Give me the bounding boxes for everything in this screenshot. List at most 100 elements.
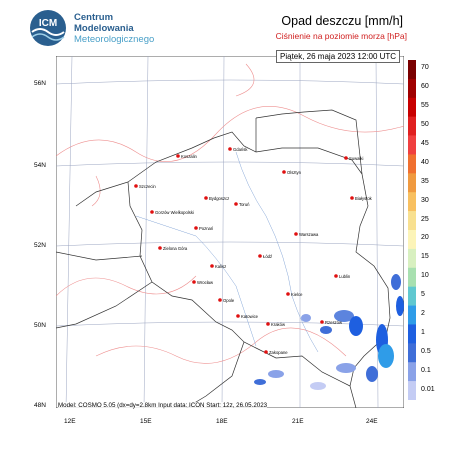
scale-label: 10: [421, 272, 429, 280]
scale-label: 45: [421, 140, 429, 147]
city-marker-torun: [234, 202, 238, 206]
scale-label: 2: [421, 310, 425, 317]
borders: [56, 109, 391, 408]
isobar-3: [95, 327, 347, 364]
lat-lon-grid: [56, 56, 404, 408]
model-info: Model: COSMO 5.05 (dx=dy=2.8km Input dat…: [58, 402, 268, 409]
river-vistula: [235, 151, 319, 353]
city-marker-zakopane: [264, 350, 268, 354]
rain-cell: [268, 370, 284, 378]
city-marker-krakow: [266, 322, 270, 326]
city-marker-warszawa: [294, 232, 298, 236]
scale-label: 60: [421, 83, 429, 91]
scale-label: 35: [421, 177, 429, 185]
city-marker-bialystok: [350, 196, 354, 200]
eastern-border: [349, 173, 391, 387]
scale-swatch: [408, 192, 416, 212]
rain-cell: [378, 344, 394, 368]
rain-cell: [336, 363, 356, 373]
city-label-opole: Opole: [223, 298, 235, 303]
map-title: Opad deszczu [mm/h]: [281, 14, 403, 28]
meridian-15e: [143, 56, 149, 408]
org-name-line2: Modelowania: [74, 23, 134, 34]
city-label-gdansk: Gdańsk: [233, 147, 248, 152]
svg-text:ICM: ICM: [39, 18, 57, 29]
lon-label-15e: 15E: [140, 418, 152, 425]
parallel-56n: [56, 79, 404, 85]
rain-cell: [349, 316, 363, 336]
city-label-bialystok: Białystok: [355, 196, 373, 201]
scale-swatch: [408, 267, 416, 287]
city-marker-gorzow: [150, 210, 154, 214]
scale-label: 40: [421, 158, 429, 166]
scale-label: 25: [421, 215, 429, 223]
city-label-poznan: Poznań: [199, 226, 214, 231]
city-marker-kalisz: [210, 264, 214, 268]
icm-logo: ICM: [30, 10, 66, 46]
kaliningrad-border: [255, 111, 305, 119]
org-name-line3: Meteorologicznego: [74, 34, 155, 45]
isobar-1: [56, 106, 404, 162]
ukraine-south-border: [349, 385, 357, 408]
city-label-szczecin: Szczecin: [139, 184, 156, 189]
city-label-torun: Toruń: [239, 202, 250, 207]
scale-label: 15: [421, 253, 429, 261]
isobar-2: [56, 275, 197, 297]
scale-swatch: [408, 305, 416, 325]
parallel-52n: [56, 241, 404, 247]
isobar-5: [91, 175, 101, 207]
lat-label-48n: 48N: [34, 402, 46, 409]
lat-label-56n: 56N: [34, 80, 46, 87]
germany-border: [56, 251, 143, 261]
lon-label-12e: 12E: [64, 418, 76, 425]
lon-label-21e: 21E: [292, 418, 304, 425]
rain-cell: [396, 296, 404, 316]
lon-label-24e: 24E: [366, 418, 378, 425]
isobars: [56, 63, 404, 364]
city-label-zakopane: Zakopane: [269, 350, 288, 355]
scale-swatch: [408, 211, 416, 231]
scale-swatch: [408, 116, 416, 136]
scale-swatch: [408, 78, 416, 99]
scale-swatch: [408, 60, 416, 80]
scale-swatch: [408, 248, 416, 269]
scale-label: 55: [421, 102, 429, 110]
scale-label: 50: [421, 121, 429, 129]
scale-swatch: [408, 173, 416, 193]
city-marker-suwalki: [344, 156, 348, 160]
scale-swatch: [408, 286, 416, 306]
city-label-gorzow: Gorzów Wielkopolski: [155, 210, 194, 215]
rain-cell: [301, 314, 311, 322]
parallel-54n: [56, 161, 404, 167]
scale-swatch: [408, 230, 416, 250]
rain-cell: [334, 310, 354, 322]
meridian-18e: [221, 56, 225, 408]
city-marker-gdansk: [228, 147, 232, 151]
rain-cell: [320, 326, 332, 334]
scale-label: 70: [421, 64, 429, 72]
isobar-4: [235, 63, 255, 97]
czech-border: [56, 281, 153, 329]
color-scale-bar: [408, 60, 416, 400]
city-label-koszalin: Koszalin: [181, 154, 197, 159]
scale-swatch: [408, 362, 416, 382]
map-subtitle: Ciśnienie na poziomie morza [hPa]: [275, 31, 407, 41]
city-label-lodz: Łódź: [263, 254, 272, 259]
scale-label: 5: [421, 291, 425, 299]
valid-time: Piątek, 26 maja 2023 12:00 UTC: [276, 50, 401, 63]
city-marker-katowice: [236, 314, 240, 318]
city-label-bydgoszcz: Bydgoszcz: [209, 196, 229, 201]
city-label-rzeszow: Rzeszów: [325, 320, 343, 325]
city-marker-lublin: [334, 274, 338, 278]
scale-label: 0.5: [421, 347, 431, 355]
city-marker-olsztyn: [282, 170, 286, 174]
org-name-line1: Centrum: [74, 12, 114, 23]
germany-coast: [75, 181, 129, 207]
scale-label: 0.1: [421, 366, 431, 374]
city-label-lublin: Lublin: [339, 274, 351, 279]
scale-label: 20: [421, 234, 429, 242]
scale-swatch: [408, 324, 416, 344]
precipitation-map: Gdańsk Koszalin Olsztyn Suwałki Szczecin Bydg…: [56, 56, 404, 408]
city-label-warszawa: Warszawa: [299, 232, 319, 237]
river-oder: [135, 215, 257, 347]
